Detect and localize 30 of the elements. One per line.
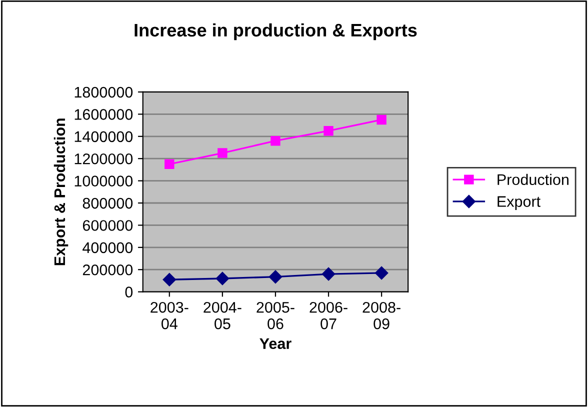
point [324, 126, 334, 136]
point [374, 266, 388, 280]
x-axis-title: Year [260, 338, 292, 350]
y-tick-label: 1800000 [74, 86, 133, 98]
legend-label: Export [498, 196, 540, 210]
point [218, 148, 228, 158]
point [216, 272, 230, 286]
y-tick-label: 1400000 [74, 131, 133, 142]
point [376, 114, 386, 125]
point [322, 267, 336, 281]
legend-label: Production [498, 174, 568, 186]
x-tick-label: 2008- 09 [362, 302, 400, 330]
y-tick-label: 600000 [82, 220, 133, 231]
x-tick-label: 2006- 07 [310, 302, 348, 330]
point [164, 159, 174, 170]
y-tick-label: 0 [125, 286, 133, 298]
y-tick-label: 1200000 [74, 153, 133, 164]
point [162, 273, 176, 286]
y-axis-title: Export & Production [54, 118, 68, 266]
y-tick-label: 200000 [82, 264, 133, 276]
y-tick-label: 800000 [82, 198, 133, 209]
y-tick-label: 1600000 [74, 109, 133, 120]
x-tick-label: 2004- 05 [204, 302, 242, 330]
x-tick-label: 2003- 04 [150, 302, 188, 330]
point [268, 270, 282, 284]
y-tick-label: 1000000 [74, 176, 133, 186]
point [270, 136, 280, 146]
x-tick-label: 2005- 06 [256, 302, 294, 330]
chart-title: Increase in production & Exports [134, 23, 417, 40]
y-tick-label: 400000 [82, 242, 133, 254]
